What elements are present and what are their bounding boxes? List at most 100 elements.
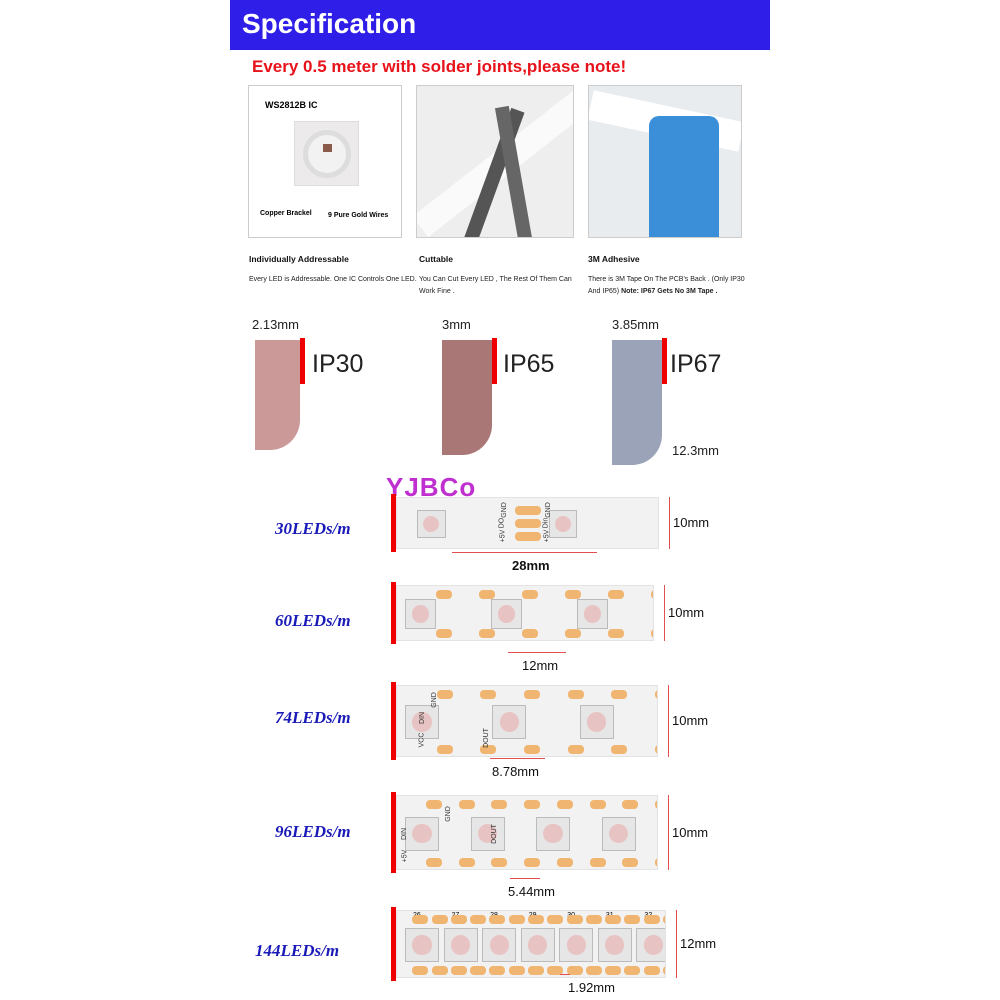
solder-pad bbox=[515, 519, 541, 528]
solder-pad bbox=[566, 966, 583, 975]
led-lens bbox=[412, 823, 432, 844]
led-chip bbox=[520, 928, 555, 962]
pad-label: +5V bbox=[499, 529, 507, 543]
led-lens bbox=[528, 935, 548, 955]
pad-label: VCC bbox=[418, 732, 426, 748]
solder-pad bbox=[470, 915, 487, 924]
caption-title-adhesive: 3M Adhesive bbox=[588, 254, 640, 264]
chip-graphic bbox=[294, 121, 359, 186]
solder-pad bbox=[508, 966, 525, 975]
led-chip bbox=[470, 816, 505, 851]
solder-pad bbox=[655, 858, 657, 867]
led-chip bbox=[579, 705, 614, 739]
pad-label: GND bbox=[500, 502, 508, 518]
solder-pad bbox=[589, 800, 606, 809]
cut-marker bbox=[391, 792, 396, 873]
solder-joint-note: Every 0.5 meter with solder joints,pleas… bbox=[252, 57, 627, 76]
caption-title-addressable: Individually Addressable bbox=[249, 254, 349, 264]
pitch-dimension-line bbox=[490, 758, 545, 759]
wires-label: 9 Pure Gold Wires bbox=[328, 212, 389, 219]
strip-density-label: 74LEDs/m bbox=[275, 708, 351, 727]
solder-pad bbox=[608, 629, 624, 638]
solder-pad bbox=[480, 690, 497, 699]
pad-label: GND bbox=[430, 692, 438, 708]
solder-pad bbox=[608, 590, 624, 599]
caption-body-addressable: Every LED is Addressable. One IC Control… bbox=[249, 276, 417, 283]
pad-label: GND bbox=[544, 502, 552, 518]
solder-pad bbox=[624, 966, 641, 975]
pad-label: DIN bbox=[401, 827, 409, 841]
solder-pad bbox=[489, 966, 506, 975]
solder-pad bbox=[663, 915, 665, 924]
led-lens bbox=[554, 516, 571, 532]
pad-label: DOUT bbox=[482, 728, 490, 748]
pitch-dimension-line bbox=[560, 974, 570, 975]
led-chip bbox=[405, 816, 439, 851]
solder-pad bbox=[522, 590, 538, 599]
solder-pad bbox=[458, 858, 475, 867]
solder-pad bbox=[491, 800, 508, 809]
solder-pad bbox=[480, 745, 497, 754]
solder-pad bbox=[515, 532, 541, 541]
solder-pad bbox=[522, 629, 538, 638]
bracket-label: Copper Brackel bbox=[260, 210, 312, 217]
solder-pad bbox=[643, 966, 660, 975]
led-lens bbox=[411, 605, 430, 623]
solder-pad bbox=[556, 858, 573, 867]
ip30-strip-image bbox=[255, 340, 300, 450]
led-lens bbox=[489, 935, 509, 955]
strip-density-label: 96LEDs/m bbox=[275, 822, 351, 841]
solder-pad bbox=[585, 915, 602, 924]
strip-density-label: 60LEDs/m bbox=[275, 611, 351, 630]
led-chip bbox=[443, 928, 478, 962]
solder-pad bbox=[458, 800, 475, 809]
width-dimension-line bbox=[668, 685, 669, 757]
strip-width: 10mm bbox=[668, 605, 705, 620]
width-dimension-line bbox=[664, 585, 665, 641]
solder-pad bbox=[491, 858, 508, 867]
caption-body-cuttable: You Can Cut Every LED , The Rest Of Them… bbox=[419, 276, 572, 295]
solder-pad bbox=[556, 800, 573, 809]
ip30-thickness: 2.13mm bbox=[252, 317, 299, 332]
pitch-dimension-line bbox=[508, 652, 566, 653]
solder-pad bbox=[489, 915, 506, 924]
solder-pad bbox=[611, 745, 628, 754]
led-chip bbox=[417, 509, 446, 539]
led-lens bbox=[605, 935, 625, 955]
led-pitch: 8.78mm bbox=[492, 764, 539, 779]
solder-pad bbox=[655, 745, 657, 754]
led-chip bbox=[548, 509, 578, 539]
led-lens bbox=[412, 935, 432, 955]
pad-label: GND bbox=[444, 806, 452, 822]
width-dimension-line bbox=[668, 795, 669, 870]
pad-label: DO bbox=[498, 517, 506, 529]
solder-pad bbox=[528, 966, 544, 975]
adhesive-text: There is 3M Tape On The PCB's Back . (On… bbox=[588, 276, 745, 295]
led-lens bbox=[543, 823, 563, 844]
page-title: Specification bbox=[242, 8, 417, 39]
solder-pad bbox=[566, 915, 583, 924]
led-chip bbox=[482, 928, 517, 962]
solder-pad bbox=[565, 590, 581, 599]
led-chip bbox=[536, 816, 570, 851]
solder-pad bbox=[524, 800, 540, 809]
led-strip bbox=[396, 585, 654, 641]
solder-pad bbox=[655, 800, 657, 809]
solder-pad bbox=[450, 966, 467, 975]
solder-pad bbox=[436, 745, 453, 754]
strip-density-label: 144LEDs/m bbox=[255, 941, 340, 960]
pitch-dimension-line bbox=[510, 878, 540, 879]
solder-pad bbox=[508, 915, 525, 924]
solder-pad bbox=[524, 745, 540, 754]
pad-label: +5V bbox=[543, 529, 551, 543]
solder-pad bbox=[585, 966, 602, 975]
led-chip bbox=[559, 928, 594, 962]
solder-pad bbox=[436, 690, 453, 699]
led-chip bbox=[405, 598, 436, 630]
cutting-image bbox=[416, 85, 574, 238]
adhesive-note: Note: IP67 Gets No 3M Tape . bbox=[621, 288, 718, 295]
led-lens bbox=[583, 605, 602, 623]
led-lens bbox=[450, 935, 471, 955]
solder-pad bbox=[450, 915, 467, 924]
solder-pad bbox=[479, 590, 495, 599]
